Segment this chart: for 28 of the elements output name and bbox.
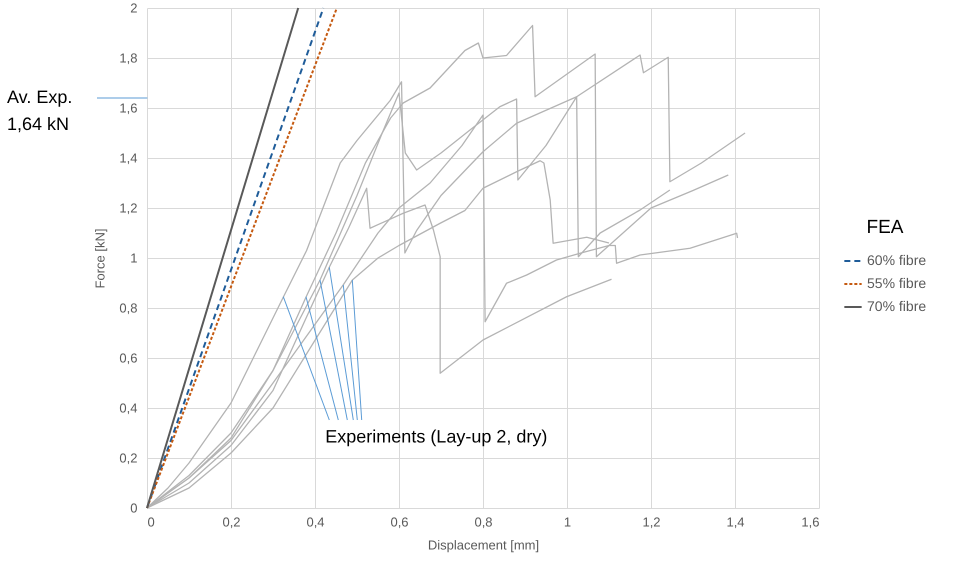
x-tick-label: 1,6 <box>801 514 820 530</box>
y-tick-label: 1,4 <box>119 150 138 166</box>
y-tick-label: 0,4 <box>119 400 138 416</box>
x-tick-label: 1 <box>564 514 572 530</box>
x-tick-label: 0,4 <box>306 514 325 530</box>
y-tick-label: 1 <box>130 250 138 266</box>
x-tick-label: 0,2 <box>222 514 241 530</box>
y-tick-label: 0,6 <box>119 350 138 366</box>
y-tick-label: 0,2 <box>119 450 138 466</box>
y-tick-label: 2 <box>130 0 138 16</box>
x-tick-label: 1,4 <box>726 514 745 530</box>
x-tick-label: 0 <box>148 514 155 530</box>
x-tick-label: 0,8 <box>474 514 493 530</box>
y-tick-label: 1,6 <box>119 100 138 116</box>
legend-label: 60% fibre <box>867 252 926 268</box>
legend-label: 70% fibre <box>867 298 926 314</box>
y-tick-label: 0 <box>130 500 138 516</box>
y-tick-label: 1,2 <box>119 200 138 216</box>
legend-label: 55% fibre <box>867 275 926 291</box>
x-axis-title: Displacement [mm] <box>428 538 540 552</box>
y-tick-label: 1,8 <box>119 50 138 66</box>
y-tick-label: 0,8 <box>119 300 138 316</box>
y-axis-title: Force [kN] <box>92 228 108 288</box>
ref-line-label: Av. Exp. 1,64 kN <box>7 87 72 134</box>
x-tick-label: 1,2 <box>642 514 661 530</box>
legend-title: FEA <box>866 217 904 238</box>
annotation: Experiments (Lay-up 2, dry) <box>325 426 548 446</box>
x-tick-label: 0,6 <box>390 514 409 530</box>
